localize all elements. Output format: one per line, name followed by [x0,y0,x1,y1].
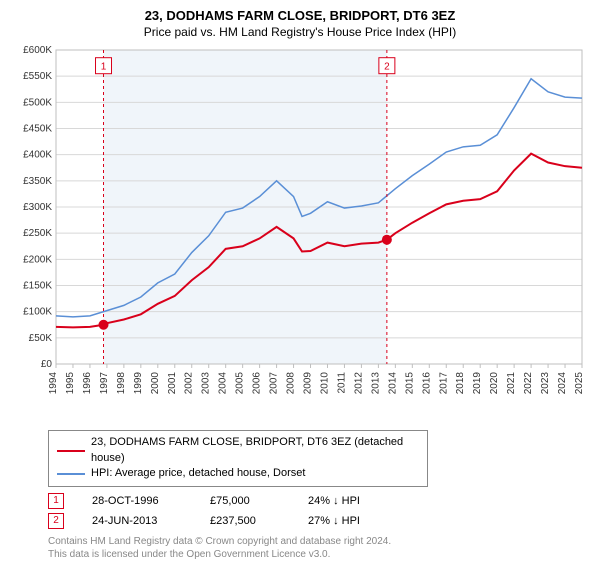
svg-text:£550K: £550K [23,72,52,83]
legend-swatch-property [57,450,85,452]
marker-delta-2: 27% ↓ HPI [308,515,398,527]
svg-text:2003: 2003 [201,372,212,395]
svg-text:2013: 2013 [370,372,381,395]
svg-text:1997: 1997 [99,372,110,395]
svg-text:2002: 2002 [184,372,195,395]
marker-delta-1: 24% ↓ HPI [308,495,398,507]
svg-text:2010: 2010 [319,372,330,395]
svg-text:£100K: £100K [23,307,52,318]
svg-text:1996: 1996 [82,372,93,395]
svg-text:£500K: £500K [23,98,52,109]
svg-text:2019: 2019 [472,372,483,395]
attribution: Contains HM Land Registry data © Crown c… [48,535,588,561]
svg-text:1: 1 [101,62,107,73]
svg-text:2024: 2024 [557,372,568,395]
legend-row-hpi: HPI: Average price, detached house, Dors… [57,466,419,481]
svg-text:£400K: £400K [23,150,52,161]
svg-text:£0: £0 [41,359,53,370]
legend-row-property: 23, DODHAMS FARM CLOSE, BRIDPORT, DT6 3E… [57,435,419,466]
svg-text:£300K: £300K [23,202,52,213]
marker-date-2: 24-JUN-2013 [92,515,182,527]
svg-text:2: 2 [384,62,390,73]
svg-text:2014: 2014 [387,372,398,395]
chart-title: 23, DODHAMS FARM CLOSE, BRIDPORT, DT6 3E… [12,8,588,25]
svg-text:2023: 2023 [540,372,551,395]
svg-text:1999: 1999 [133,372,144,395]
legend-label-hpi: HPI: Average price, detached house, Dors… [91,466,305,481]
chart-svg: £0 £50K £100K £150K £200K £250K £300K £350K £400… [12,44,588,424]
svg-text:2006: 2006 [252,372,263,395]
marker-row-2: 2 24-JUN-2013 £237,500 27% ↓ HPI [48,511,588,531]
svg-text:2022: 2022 [523,372,534,395]
svg-text:1994: 1994 [48,372,59,395]
legend-swatch-hpi [57,473,85,475]
svg-text:£200K: £200K [23,255,52,266]
marker-row-1: 1 28-OCT-1996 £75,000 24% ↓ HPI [48,491,588,511]
marker-date-1: 28-OCT-1996 [92,495,182,507]
svg-text:2021: 2021 [506,372,517,395]
svg-text:1995: 1995 [65,372,76,395]
svg-text:2007: 2007 [269,372,280,395]
marker-badge-1: 1 [48,493,64,509]
svg-text:£150K: £150K [23,281,52,292]
svg-text:2001: 2001 [167,372,178,395]
svg-text:2005: 2005 [235,372,246,395]
chart-container: 23, DODHAMS FARM CLOSE, BRIDPORT, DT6 3E… [0,0,600,560]
legend-box: 23, DODHAMS FARM CLOSE, BRIDPORT, DT6 3E… [48,430,428,486]
attribution-line2: This data is licensed under the Open Gov… [48,548,588,561]
svg-text:2012: 2012 [353,372,364,395]
svg-text:1998: 1998 [116,372,127,395]
svg-text:2015: 2015 [404,372,415,395]
svg-text:2008: 2008 [286,372,297,395]
chart-plot: £0 £50K £100K £150K £200K £250K £300K £350K £400… [12,44,588,424]
svg-text:2017: 2017 [438,372,449,395]
marker-price-1: £75,000 [210,495,280,507]
svg-text:2018: 2018 [455,372,466,395]
marker-table: 1 28-OCT-1996 £75,000 24% ↓ HPI 2 24-JUN… [48,491,588,531]
marker-badge-2: 2 [48,513,64,529]
svg-text:2004: 2004 [218,372,229,395]
svg-text:2011: 2011 [336,372,347,394]
svg-text:2025: 2025 [574,372,585,395]
svg-text:2000: 2000 [150,372,161,395]
svg-text:2016: 2016 [421,372,432,395]
chart-subtitle: Price paid vs. HM Land Registry's House … [12,25,588,41]
attribution-line1: Contains HM Land Registry data © Crown c… [48,535,588,548]
svg-text:2020: 2020 [489,372,500,395]
legend-label-property: 23, DODHAMS FARM CLOSE, BRIDPORT, DT6 3E… [91,435,419,466]
marker-price-2: £237,500 [210,515,280,527]
svg-text:£350K: £350K [23,176,52,187]
svg-text:£250K: £250K [23,229,52,240]
svg-text:£450K: £450K [23,124,52,135]
svg-text:£600K: £600K [23,45,52,56]
svg-text:2009: 2009 [303,372,314,395]
svg-text:£50K: £50K [29,333,53,344]
